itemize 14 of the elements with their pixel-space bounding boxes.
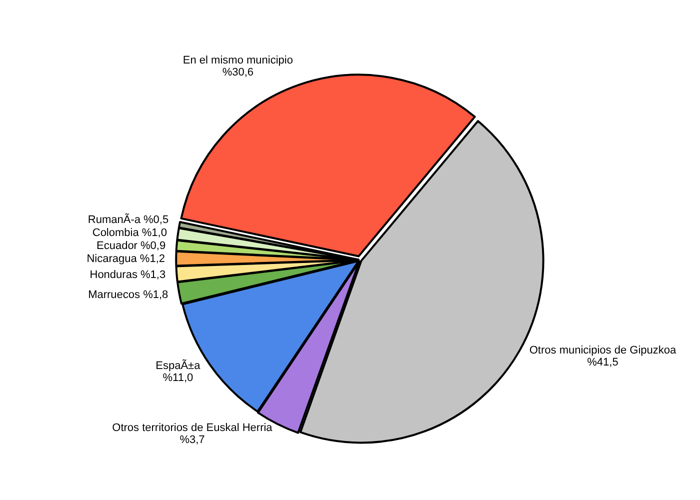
slice-label: Marruecos %1,8 (88, 289, 168, 302)
slice-label: EspaÃ±a (156, 358, 202, 372)
slice-label: En el mismo municipio (182, 54, 293, 66)
data-label: %11,0 (162, 372, 194, 384)
data-label: %3,7 (180, 434, 205, 446)
slice-label: Colombia %1,0 (92, 227, 167, 240)
slice-label: RumanÃ-a %0,5 (88, 213, 169, 226)
slice-label: Ecuador %0,9 (96, 240, 166, 252)
slice-label: Otros territorios de Euskal Herria (112, 422, 274, 434)
slice-label: Nicaragua %1,2 (86, 253, 166, 266)
slice-label: Otros municipios de Gipuzkoa (529, 344, 677, 357)
slice-label: Honduras %1,3 (90, 268, 166, 281)
data-label: %41,5 (587, 356, 618, 369)
data-label: %30,6 (222, 66, 254, 78)
